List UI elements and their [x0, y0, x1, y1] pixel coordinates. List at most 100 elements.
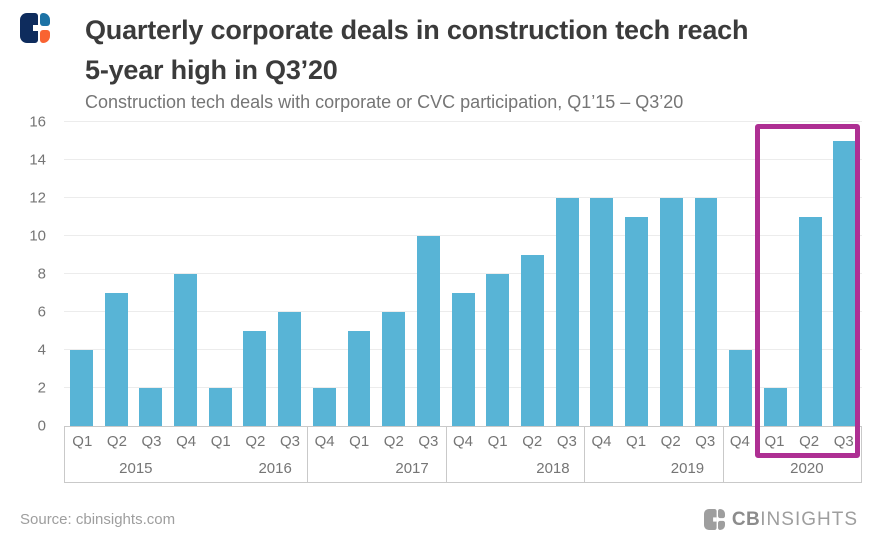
bar-slot — [133, 122, 168, 426]
quarter-label: Q3 — [279, 433, 300, 450]
bar-Q3'17 — [416, 236, 440, 426]
cbinsights-footer-icon — [703, 509, 725, 530]
bar-slot — [793, 122, 828, 426]
y-tick-label: 2 — [37, 379, 46, 397]
title-line-2: 5-year high in Q3’20 — [85, 55, 338, 85]
chart-subtitle: Construction tech deals with corporate o… — [85, 92, 684, 112]
bar-Q2'18 — [521, 255, 544, 426]
bar-slot — [654, 122, 689, 426]
bar-slot — [307, 122, 342, 426]
logo-c-block — [20, 13, 38, 43]
bar-slot — [515, 122, 550, 426]
year-label: 2019 — [670, 460, 705, 477]
bar-chart: Q1 Q2 Q3 Q4 Q1 Q2 Q3 Q4 Q1 Q2 Q3 Q4 Q1 Q2 Q3 Q4 Q1 Q2 Q3 Q4… — [64, 121, 862, 483]
quarter-label: Q3 — [418, 433, 439, 450]
y-axis: 0 2 4 6 8 10 12 14 16 — [14, 114, 56, 435]
bar-Q2'20 — [798, 217, 822, 426]
bar-slot — [411, 122, 446, 426]
bar-Q2'15 — [104, 293, 128, 426]
quarter-label: Q3 — [833, 433, 854, 450]
bar-Q3'15 — [139, 388, 163, 426]
quarter-label: Q3 — [556, 433, 577, 450]
quarter-label: Q1 — [72, 433, 93, 450]
logo-orange-square — [40, 30, 50, 43]
plot-area — [64, 121, 862, 426]
year-label: 2017 — [395, 460, 429, 477]
bar-Q1'16 — [208, 388, 232, 426]
y-tick-label: 6 — [37, 303, 46, 321]
cbinsights-logo-icon — [20, 13, 50, 43]
bar-Q4'16 — [312, 388, 336, 426]
grid-line — [64, 273, 862, 274]
quarter-label: Q2 — [106, 433, 127, 450]
logo-c-block — [703, 509, 717, 530]
quarter-label: Q4 — [176, 433, 197, 450]
bar-Q1'19 — [625, 217, 649, 426]
quarter-label: Q2 — [799, 433, 820, 450]
grid-line — [64, 197, 862, 198]
logo-square-bottom — [717, 520, 725, 530]
year-divider — [445, 427, 447, 482]
year-label: 2015 — [119, 460, 153, 477]
bar-slot — [272, 122, 307, 426]
brand-cb: CB — [731, 509, 761, 530]
bar-slot — [168, 122, 203, 426]
cbinsights-mark-gray — [703, 509, 725, 530]
bar-Q4'18 — [590, 198, 614, 426]
bar-slot — [342, 122, 377, 426]
year-divider — [307, 427, 309, 482]
bar-slot — [64, 122, 99, 426]
quarter-label: Q2 — [522, 433, 543, 450]
bar-Q1'18 — [486, 274, 510, 426]
bar-Q4'19 — [729, 350, 753, 426]
quarter-label: Q4 — [591, 433, 612, 450]
bar-slot — [446, 122, 481, 426]
quarter-label: Q2 — [383, 433, 404, 450]
quarter-label: Q3 — [695, 433, 716, 450]
bar-slot — [550, 122, 585, 426]
bar-slot — [619, 122, 654, 426]
quarter-label: Q1 — [764, 433, 785, 450]
logo-square-top — [717, 509, 725, 519]
quarter-label: Q1 — [210, 433, 231, 450]
grid-line — [64, 235, 862, 236]
x-axis: Q1 Q2 Q3 Q4 Q1 Q2 Q3 Q4 Q1 Q2 Q3 Q4 Q1 Q2 Q3 Q4 Q1 Q2 Q3 Q4… — [64, 426, 862, 483]
logo-notch — [712, 517, 717, 522]
grid-line — [64, 159, 862, 160]
bar-slot — [480, 122, 515, 426]
year-label: 2020 — [790, 460, 824, 477]
bar-Q2'19 — [659, 198, 683, 426]
quarter-label-row: Q1 Q2 Q3 Q4 Q1 Q2 Q3 Q4 Q1 Q2 Q3 Q4 Q1 Q2 Q3 Q4 Q1 Q2 Q3 Q4… — [65, 427, 861, 456]
bar-slot — [689, 122, 724, 426]
year-label: 2016 — [258, 460, 292, 477]
bar-Q1'17 — [347, 331, 371, 426]
bar-slot — [585, 122, 620, 426]
y-tick-label: 8 — [37, 265, 46, 283]
bar-Q1'20 — [763, 388, 787, 426]
y-tick-label: 14 — [29, 151, 46, 169]
y-tick-label: 10 — [29, 227, 46, 245]
bar-slot — [203, 122, 238, 426]
quarter-label: Q4 — [729, 433, 750, 450]
bar-Q4'15 — [174, 274, 197, 426]
source-text: Source: cbinsights.com — [20, 511, 176, 528]
bar-Q3'20 — [833, 141, 857, 426]
quarter-label: Q4 — [453, 433, 474, 450]
brand-insights: INSIGHTS — [760, 509, 858, 530]
bar-Q3'16 — [278, 312, 302, 426]
footer-brand-text: CBINSIGHTS — [732, 509, 858, 530]
quarter-label: Q4 — [314, 433, 335, 450]
quarter-label: Q3 — [141, 433, 162, 450]
bar-Q3'19 — [694, 198, 718, 426]
quarter-label: Q2 — [660, 433, 681, 450]
highlight-box-2020 — [754, 124, 860, 458]
year-divider — [584, 427, 586, 482]
chart-title: Quarterly corporate deals in constructio… — [85, 10, 748, 90]
bar-slot — [758, 122, 793, 426]
cbinsights-mark — [20, 13, 50, 43]
bar-Q2'16 — [243, 331, 267, 426]
quarter-label: Q1 — [626, 433, 647, 450]
logo-notch — [33, 25, 38, 31]
logo-blue-square — [40, 13, 50, 26]
